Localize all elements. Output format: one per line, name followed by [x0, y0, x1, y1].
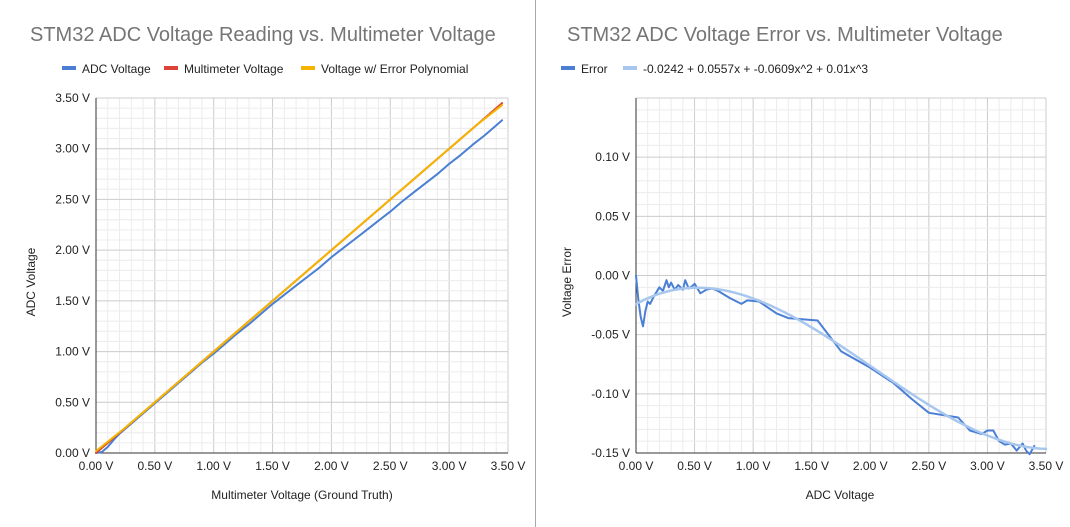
axis-ticks: 0.00 V 0.50 V 1.00 V 1.50 V 2.00 V 2.50 V 3.00…: [591, 150, 1063, 473]
y-tick-label: 0.00 V: [55, 446, 90, 460]
x-tick-label: 2.50 V: [912, 459, 947, 473]
chart-error-vs-voltage: STM32 ADC Voltage Error vs. Multimeter V…: [536, 0, 1070, 527]
chart-title: STM32 ADC Voltage Error vs. Multimeter V…: [567, 24, 1003, 46]
legend-swatch-adc: [62, 66, 76, 70]
x-tick-label: 3.00 V: [970, 459, 1005, 473]
series-group: [95, 102, 504, 454]
legend-swatch-error: [561, 66, 575, 70]
x-tick-label: 3.50 V: [1029, 459, 1064, 473]
series-line-2: [634, 286, 1048, 451]
y-tick-label: -0.10 V: [591, 387, 630, 401]
legend-swatch-multimeter: [164, 66, 178, 70]
legend-label-adc[interactable]: ADC Voltage: [82, 62, 151, 76]
legend-swatch-polynomial: [301, 66, 315, 70]
y-tick-label: 0.50 V: [55, 395, 90, 409]
x-tick-label: 2.50 V: [373, 459, 408, 473]
series-line-1: [95, 119, 504, 454]
y-tick-label: 1.00 V: [55, 345, 90, 359]
y-tick-label: 3.50 V: [55, 91, 90, 105]
y-tick-label: 0.10 V: [595, 150, 630, 164]
y-axis-title: Voltage Error: [560, 247, 574, 317]
x-tick-label: 3.00 V: [432, 459, 467, 473]
x-tick-label: 0.50 V: [138, 459, 173, 473]
legend-label-error[interactable]: Error: [581, 62, 608, 76]
x-tick-label: 1.00 V: [196, 459, 231, 473]
x-tick-label: 2.00 V: [853, 459, 888, 473]
y-tick-label: 0.05 V: [595, 209, 630, 223]
x-tick-label: 3.50 V: [491, 459, 526, 473]
x-axis-title: ADC Voltage: [806, 488, 875, 502]
y-tick-label: 3.00 V: [55, 142, 90, 156]
y-tick-label: -0.15 V: [591, 446, 630, 460]
legend-swatch-trendline: [623, 66, 637, 70]
y-axis-title: ADC Voltage: [24, 247, 38, 316]
y-tick-label: 2.50 V: [55, 192, 90, 206]
x-tick-label: 0.00 V: [619, 459, 654, 473]
series-line-3: [95, 104, 504, 452]
x-tick-label: 1.50 V: [255, 459, 290, 473]
y-tick-label: 1.50 V: [55, 294, 90, 308]
legend: ADC Voltage Multimeter Voltage Voltage w…: [62, 62, 468, 76]
legend-label-multimeter[interactable]: Multimeter Voltage: [184, 62, 284, 76]
x-tick-label: 1.50 V: [794, 459, 829, 473]
grid: [95, 97, 509, 454]
legend-label-trendline[interactable]: -0.0242 + 0.0557x + -0.0609x^2 + 0.01x^3: [643, 62, 868, 76]
y-tick-label: 2.00 V: [55, 243, 90, 257]
legend: Error -0.0242 + 0.0557x + -0.0609x^2 + 0…: [561, 62, 868, 76]
chart-title: STM32 ADC Voltage Reading vs. Multimeter…: [30, 24, 496, 46]
chart-adc-vs-multimeter: STM32 ADC Voltage Reading vs. Multimeter…: [24, 24, 525, 502]
x-tick-label: 0.50 V: [677, 459, 712, 473]
x-tick-label: 2.00 V: [314, 459, 349, 473]
x-axis-title: Multimeter Voltage (Ground Truth): [211, 488, 392, 502]
series-line-1: [635, 274, 1036, 456]
y-tick-label: -0.05 V: [591, 328, 630, 342]
series-group: [634, 274, 1048, 456]
y-tick-label: 0.00 V: [595, 269, 630, 283]
x-tick-label: 0.00 V: [79, 459, 114, 473]
axis-ticks: 0.00 V 0.50 V 1.00 V 1.50 V 2.00 V 2.50 V 3.00…: [55, 91, 525, 473]
x-tick-label: 1.00 V: [736, 459, 771, 473]
legend-label-polynomial[interactable]: Voltage w/ Error Polynomial: [321, 62, 468, 76]
grid: [635, 97, 1047, 454]
panel-divider: [535, 0, 536, 527]
chart-svg-right: STM32 ADC Voltage Error vs. Multimeter V…: [560, 24, 1063, 502]
chart-svg-left: STM32 ADC Voltage Reading vs. Multimeter…: [24, 24, 525, 502]
